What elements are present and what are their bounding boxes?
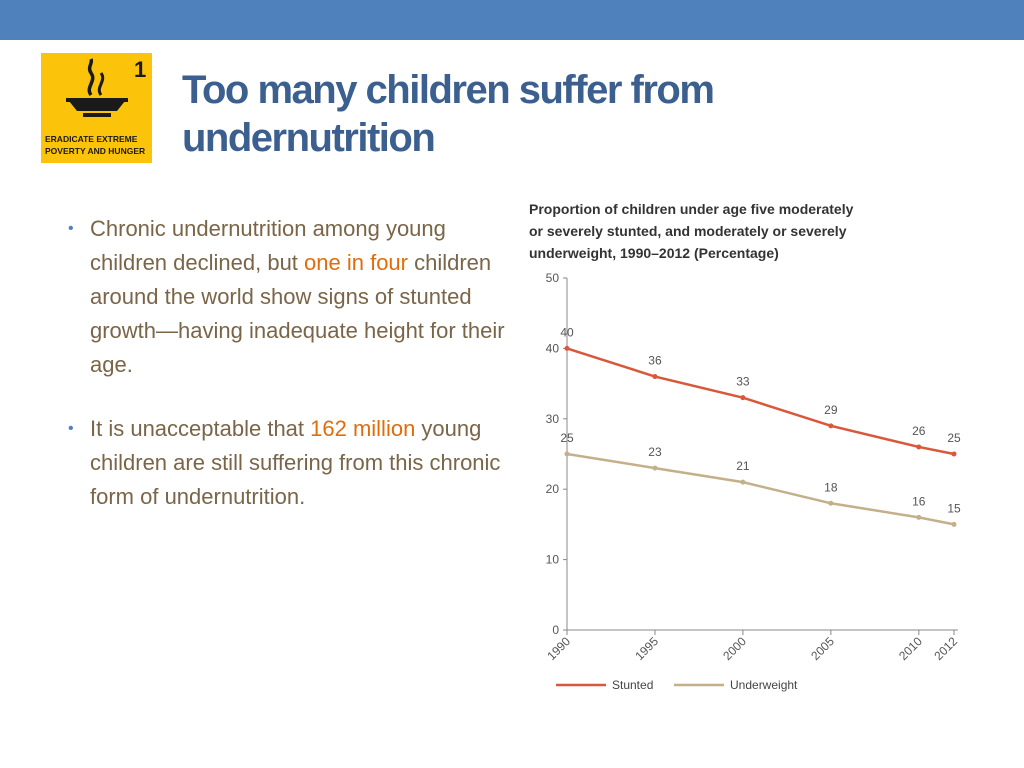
bullet-dot-icon: •	[68, 420, 74, 437]
data-label: 26	[912, 424, 926, 438]
data-label: 36	[648, 354, 662, 368]
data-label: 40	[560, 325, 574, 339]
y-tick-label: 50	[546, 271, 560, 285]
data-point	[828, 500, 834, 506]
line-chart: 0 10 20 30 40 50 1990 1995 2000 2005 2010 2012 40 36 3…	[544, 271, 961, 692]
goal-number: 1	[134, 57, 147, 82]
data-point	[564, 451, 570, 457]
data-point	[652, 465, 658, 471]
x-tick-label: 2000	[720, 634, 749, 663]
x-tick-label: 2010	[896, 634, 925, 663]
bullet-item: • It is unacceptable that 162 million yo…	[68, 412, 508, 514]
data-label: 23	[648, 445, 662, 459]
series-line-underweight	[566, 452, 955, 526]
x-tick-label: 1990	[544, 634, 573, 663]
y-tick-label: 10	[546, 553, 560, 567]
data-label: 15	[947, 501, 961, 515]
data-label: 25	[560, 431, 574, 445]
data-label: 33	[736, 375, 750, 389]
x-tick-label: 2005	[808, 634, 837, 663]
series-line-stunted	[566, 347, 955, 456]
highlight-text: 162 million	[310, 416, 416, 441]
data-point	[740, 479, 746, 485]
data-label: 16	[912, 494, 926, 508]
chart-title: Proportion of children under age five mo…	[529, 201, 854, 261]
legend-label: Stunted	[612, 678, 653, 692]
data-point	[951, 521, 957, 527]
legend-label: Underweight	[730, 678, 798, 692]
x-tick-label: 1995	[632, 634, 661, 663]
slide-title: Too many children suffer from undernutri…	[182, 68, 715, 160]
bullet-item: • Chronic undernutrition among young chi…	[68, 212, 508, 382]
y-tick-label: 20	[546, 482, 560, 496]
bullet-dot-icon: •	[68, 220, 74, 237]
data-label: 25	[947, 431, 961, 445]
top-banner	[0, 0, 1024, 40]
data-point	[916, 444, 922, 450]
x-tick-label: 2012	[931, 634, 960, 663]
data-point	[564, 345, 570, 351]
y-tick-label: 0	[552, 623, 559, 637]
y-tick-label: 30	[546, 412, 560, 426]
data-point	[828, 423, 834, 429]
data-label: 29	[824, 403, 838, 417]
data-label: 18	[824, 480, 838, 494]
highlight-text: one in four	[304, 250, 408, 275]
y-tick-label: 40	[546, 341, 560, 355]
goal-caption: ERADICATE EXTREME POVERTY AND HUNGER	[45, 134, 146, 156]
bullet-list: • Chronic undernutrition among young chi…	[68, 212, 508, 544]
mdg-goal-logo: 1 ERADICATE EXTREME POVERTY AND HUNGER	[41, 53, 152, 163]
soup-bowl-icon	[66, 58, 128, 117]
data-point	[740, 395, 746, 401]
data-point	[652, 374, 658, 380]
data-point	[916, 514, 922, 520]
data-label: 21	[736, 459, 750, 473]
data-point	[951, 451, 957, 457]
